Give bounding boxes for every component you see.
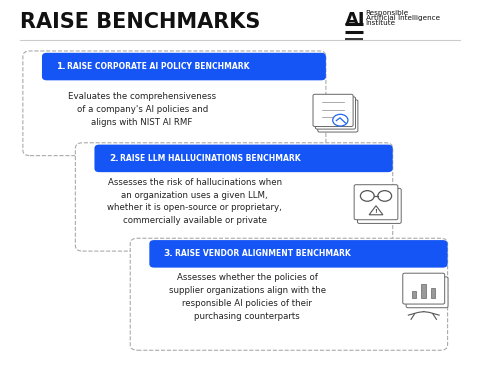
Text: RAISE BENCHMARKS: RAISE BENCHMARKS [21, 13, 261, 33]
FancyBboxPatch shape [318, 100, 358, 132]
FancyBboxPatch shape [431, 288, 435, 298]
FancyBboxPatch shape [149, 240, 447, 268]
FancyBboxPatch shape [406, 277, 448, 308]
Text: !: ! [374, 209, 377, 214]
FancyBboxPatch shape [315, 97, 356, 129]
FancyBboxPatch shape [354, 185, 398, 220]
Text: Responsible: Responsible [365, 10, 409, 16]
Text: Institute: Institute [365, 20, 396, 26]
FancyBboxPatch shape [313, 94, 353, 127]
FancyBboxPatch shape [95, 145, 393, 172]
Text: 2.: 2. [109, 154, 119, 163]
Text: Artificial Intelligence: Artificial Intelligence [365, 15, 440, 21]
Text: Assesses whether the policies of
supplier organizations align with the
responsib: Assesses whether the policies of supplie… [168, 273, 326, 321]
Text: Evaluates the comprehensiveness
of a company's AI policies and
aligns with NIST : Evaluates the comprehensiveness of a com… [68, 92, 216, 127]
FancyBboxPatch shape [42, 53, 326, 80]
Text: RAISE CORPORATE AI POLICY BENCHMARK: RAISE CORPORATE AI POLICY BENCHMARK [67, 62, 250, 71]
Text: RAISE VENDOR ALIGNMENT BENCHMARK: RAISE VENDOR ALIGNMENT BENCHMARK [175, 249, 350, 258]
Text: RAISE LLM HALLUCINATIONS BENCHMARK: RAISE LLM HALLUCINATIONS BENCHMARK [120, 154, 300, 163]
FancyBboxPatch shape [75, 143, 393, 251]
Text: Assesses the risk of hallucinations when
an organization uses a given LLM,
wheth: Assesses the risk of hallucinations when… [108, 178, 282, 225]
FancyBboxPatch shape [412, 291, 417, 298]
Circle shape [333, 114, 348, 126]
FancyBboxPatch shape [23, 51, 326, 156]
FancyBboxPatch shape [421, 285, 426, 298]
FancyBboxPatch shape [358, 188, 401, 223]
FancyBboxPatch shape [130, 238, 447, 350]
Text: 3.: 3. [164, 249, 173, 258]
Text: AI: AI [345, 11, 365, 28]
Text: 1.: 1. [56, 62, 66, 71]
FancyBboxPatch shape [403, 273, 444, 304]
